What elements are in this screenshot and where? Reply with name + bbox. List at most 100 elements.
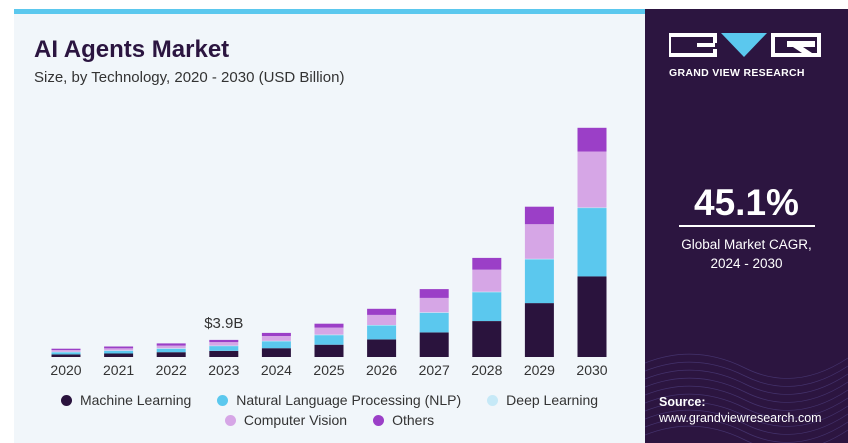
bar-segment-2024-2 [261, 340, 291, 342]
bar-segment-2026-0 [367, 339, 397, 357]
infographic: AI Agents Market Size, by Technology, 20… [14, 9, 848, 443]
cagr-divider [679, 225, 815, 227]
bar-segment-2028-1 [472, 292, 502, 321]
x-tick-label: 2027 [419, 362, 450, 378]
bar-segment-2030-4 [577, 127, 607, 152]
bar-segment-2026-3 [367, 314, 397, 325]
bar-segment-2028-3 [472, 269, 502, 292]
x-tick-label: 2028 [471, 362, 502, 378]
bar-segment-2026-2 [367, 325, 397, 326]
legend-item: Machine Learning [60, 392, 192, 408]
bar-segment-2022-2 [156, 348, 186, 349]
legend-item: Computer Vision [224, 412, 348, 428]
bar-segment-2025-1 [314, 335, 344, 345]
x-tick-label: 2022 [156, 362, 187, 378]
bar-segment-2020-1 [51, 352, 81, 355]
bar-segment-2022-0 [156, 352, 186, 357]
bar-segment-2024-3 [261, 336, 291, 341]
bar-segment-2030-3 [577, 151, 607, 208]
bar-segment-2029-4 [524, 206, 554, 225]
bar-segment-2025-2 [314, 334, 344, 336]
bar-segment-2028-0 [472, 321, 502, 357]
legend-swatch [487, 394, 499, 406]
data-label: $3.9B [204, 315, 243, 332]
bar-segment-2021-0 [104, 353, 134, 357]
bar-segment-2027-4 [419, 289, 449, 298]
bar-segment-2022-3 [156, 345, 186, 349]
x-tick-label: 2025 [313, 362, 344, 378]
bar-segment-2025-3 [314, 327, 344, 335]
x-tick-label: 2026 [366, 362, 397, 378]
bar-segment-2020-2 [51, 351, 81, 353]
brand-name: GRAND VIEW RESEARCH [669, 67, 805, 79]
legend-swatch [224, 414, 236, 426]
bar-segment-2026-1 [367, 325, 397, 340]
bar-segment-2030-1 [577, 208, 607, 277]
bar-segment-2023-4 [209, 339, 239, 343]
bar-segment-2029-2 [524, 258, 554, 260]
accent-bar [14, 9, 645, 14]
bar-segment-2029-0 [524, 303, 554, 357]
cagr-label-line1: Global Market CAGR, [681, 237, 812, 252]
bar-segment-2027-1 [419, 312, 449, 333]
bar-segment-2030-0 [577, 276, 607, 357]
bar-segment-2020-3 [51, 350, 81, 352]
legend-label: Others [392, 412, 435, 428]
legend-swatch [60, 394, 72, 406]
legend-row: Computer Vision Others [14, 412, 645, 428]
x-tick-label: 2030 [576, 362, 607, 378]
bar-segment-2030-2 [577, 207, 607, 209]
bar-segment-2022-1 [156, 348, 186, 353]
chart-subtitle: Size, by Technology, 2020 - 2030 (USD Bi… [34, 69, 345, 86]
bar-segment-2028-2 [472, 291, 502, 293]
bar-segment-2024-0 [261, 348, 291, 357]
bar-segment-2026-4 [367, 308, 397, 315]
source-label: Source: [659, 395, 706, 409]
bar-segment-2029-3 [524, 224, 554, 259]
grand-view-research-logo [669, 33, 821, 57]
legend-label: Computer Vision [243, 412, 348, 428]
bar-segment-2027-3 [419, 297, 449, 313]
chart-panel: AI Agents Market Size, by Technology, 20… [14, 14, 645, 443]
bar-segment-2027-0 [419, 332, 449, 357]
x-tick-label: 2024 [261, 362, 292, 378]
bar-segment-2021-4 [104, 346, 134, 349]
cagr-value: 45.1% [694, 182, 799, 223]
bar-segment-2028-4 [472, 257, 502, 270]
bar-segment-2027-2 [419, 312, 449, 313]
stacked-bar-chart: 2020 2021 2022 2023 2024 2025 2026 2027 2028 2029… [50, 127, 608, 378]
bar-segment-2023-2 [209, 345, 239, 347]
legend-swatch [217, 394, 229, 406]
bar-segment-2024-1 [261, 341, 291, 349]
x-tick-label: 2023 [208, 362, 239, 378]
chart-title: AI Agents Market [34, 36, 230, 63]
bar-segment-2021-1 [104, 350, 134, 354]
x-tick-label: 2029 [524, 362, 555, 378]
bar-segment-2023-1 [209, 346, 239, 351]
bar-segment-2021-2 [104, 350, 134, 351]
cagr-label-line2: 2024 - 2030 [710, 256, 783, 271]
bar-segment-2022-4 [156, 343, 186, 346]
legend-label: Deep Learning [506, 392, 599, 408]
bar-segment-2025-4 [314, 323, 344, 328]
wave-pattern [645, 353, 848, 443]
info-panel: GRAND VIEW RESEARCH 45.1% Global Market … [645, 9, 848, 443]
legend-item: Natural Language Processing (NLP) [217, 392, 461, 408]
bar-segment-2029-1 [524, 259, 554, 304]
legend-label: Natural Language Processing (NLP) [236, 392, 462, 408]
x-tick-label: 2021 [103, 362, 134, 378]
bar-segment-2021-3 [104, 348, 134, 351]
legend-swatch [373, 414, 385, 426]
source-note: Source: www.grandviewresearch.com [659, 394, 822, 426]
legend-label: Machine Learning [79, 392, 192, 408]
legend-row: Machine Learning Natural Language Process… [14, 392, 645, 408]
legend-item: Others [373, 412, 434, 428]
x-tick-label: 2020 [50, 362, 81, 378]
legend-item: Deep Learning [487, 392, 598, 408]
source-url[interactable]: www.grandviewresearch.com [659, 411, 822, 425]
bar-segment-2023-3 [209, 342, 239, 346]
bar-segment-2020-0 [51, 354, 81, 357]
bar-segment-2025-0 [314, 344, 344, 357]
bar-segment-2024-4 [261, 332, 291, 336]
cagr-label: Global Market CAGR, 2024 - 2030 [645, 235, 848, 273]
